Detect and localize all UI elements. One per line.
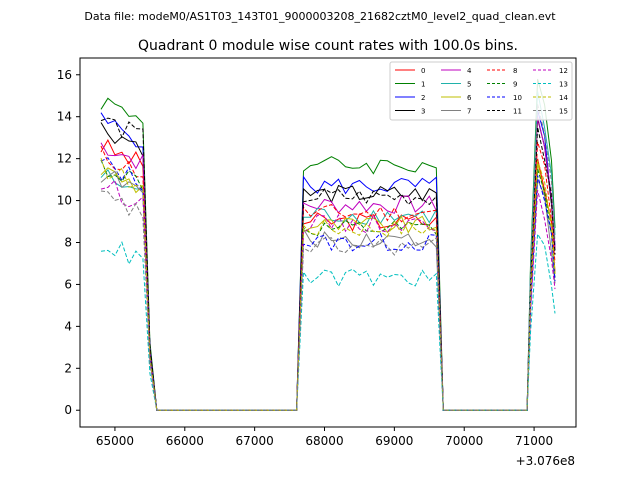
legend-label-8: 8 [513, 67, 517, 75]
series-line-15 [100, 103, 556, 411]
series-line-2 [100, 110, 556, 411]
y-tick-label: 10 [57, 194, 72, 208]
series-layer [100, 78, 556, 411]
series-line-11 [100, 117, 556, 411]
x-axis-offset-label: +3.076e8 [516, 454, 575, 468]
y-tick-label: 14 [57, 110, 72, 124]
legend-label-15: 15 [559, 108, 568, 116]
legend-label-10: 10 [513, 94, 522, 102]
y-tick-label: 0 [64, 403, 72, 417]
x-tick-label: 69000 [375, 434, 413, 448]
legend-label-14: 14 [559, 94, 568, 102]
legend-box [389, 61, 573, 121]
y-tick-label: 12 [57, 152, 72, 166]
y-tick-label: 16 [57, 68, 72, 82]
series-line-4 [100, 116, 556, 411]
legend-label-6: 6 [467, 94, 472, 102]
y-tick-label: 2 [64, 361, 72, 375]
x-tick-label: 66000 [166, 434, 204, 448]
x-tick-label: 70000 [445, 434, 483, 448]
series-line-13 [100, 232, 556, 411]
legend-label-0: 0 [421, 67, 425, 75]
legend-label-1: 1 [421, 81, 425, 89]
legend-label-2: 2 [421, 94, 425, 102]
axes-frame [79, 57, 577, 428]
series-line-1 [100, 78, 556, 411]
x-tick-label: 65000 [96, 434, 134, 448]
x-tick-label: 71000 [515, 434, 553, 448]
tick-layer: 65000 66000 67000 68000 69000 70000 71000 0 2 4 6 8… [57, 68, 553, 448]
x-tick-label: 67000 [236, 434, 274, 448]
legend-label-13: 13 [559, 81, 568, 89]
y-tick-label: 8 [64, 236, 72, 250]
series-line-7 [100, 170, 556, 411]
legend-label-5: 5 [467, 81, 471, 89]
legend-label-9: 9 [513, 81, 517, 89]
series-line-9 [100, 159, 556, 411]
y-tick-label: 6 [64, 277, 72, 291]
x-tick-label: 68000 [305, 434, 343, 448]
series-line-14 [100, 158, 556, 411]
chart-title: Quadrant 0 module wise count rates with … [138, 38, 518, 54]
legend-label-4: 4 [467, 67, 472, 75]
legend-label-3: 3 [421, 108, 425, 116]
series-line-6 [100, 162, 556, 411]
series-line-5 [100, 91, 556, 411]
legend-label-12: 12 [559, 67, 568, 75]
chart-suptitle: Data file: modeM0/AS1T03_143T01_90000032… [84, 10, 556, 23]
series-line-3 [100, 118, 556, 411]
series-line-8 [100, 141, 556, 411]
series-line-0 [100, 139, 556, 411]
legend-label-7: 7 [467, 108, 471, 116]
y-tick-label: 4 [64, 319, 72, 333]
legend-label-11: 11 [513, 108, 522, 116]
